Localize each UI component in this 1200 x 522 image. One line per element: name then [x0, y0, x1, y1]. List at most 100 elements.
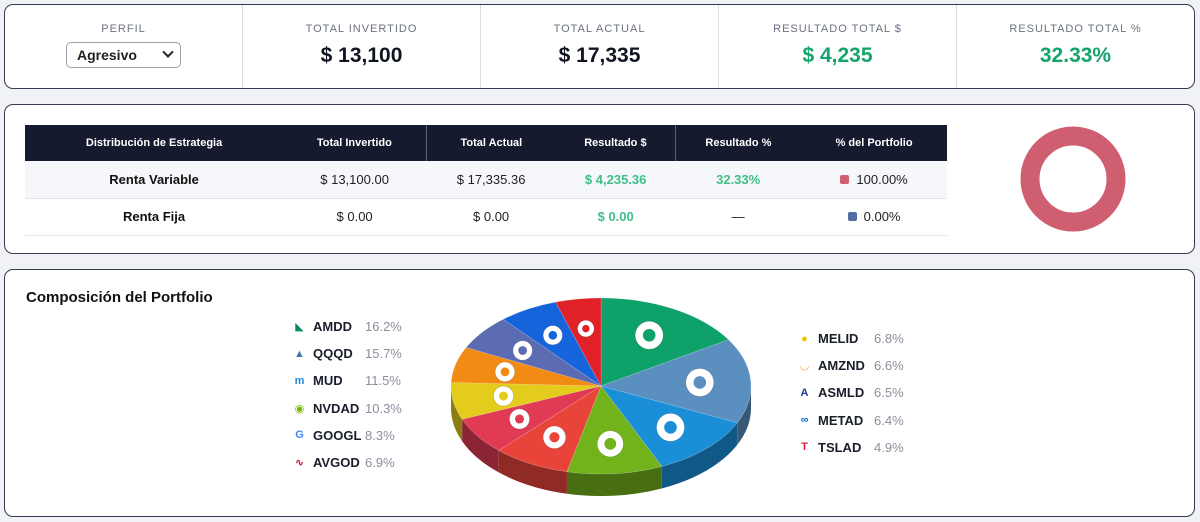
legend-pct: 8.3%	[365, 427, 395, 443]
legend-item-googl[interactable]: G GOOGL 8.3%	[293, 422, 402, 449]
pie-slice-nvdad[interactable]	[566, 385, 663, 475]
strategy-donut-chart	[1020, 126, 1126, 232]
table-row[interactable]: Renta Fija $ 0.00 $ 0.00 $ 0.00 — 0.00%	[25, 198, 947, 236]
resultado-pct-label: RESULTADO TOTAL %	[1009, 23, 1142, 35]
pie-side-melid	[451, 386, 463, 442]
legend-ticker: AMDD	[313, 319, 352, 335]
header-distribucion[interactable]: Distribución de Estrategia	[25, 125, 284, 161]
row-portfolio-value: 0.00%	[863, 209, 901, 224]
row-name: Renta Variable	[25, 161, 284, 199]
pie-slice-amdd[interactable]	[600, 297, 730, 387]
total-actual-value: $ 17,335	[558, 44, 641, 67]
total-actual-label: TOTAL ACTUAL	[553, 23, 646, 35]
pie-side-avgod	[462, 419, 499, 473]
invesco-logo-icon: ▲	[294, 347, 305, 360]
legend-left: ◣ AMDD 16.2% ▲ QQQD 15.7% m MUD 11.5% ◉ NVDAD 10.3%…	[293, 313, 402, 476]
resultado-pct-value: 32.33%	[1039, 44, 1112, 67]
total-invertido-value: $ 13,100	[320, 44, 403, 67]
resultado-pct-stat: RESULTADO TOTAL % 32.33%	[957, 5, 1194, 88]
table-row[interactable]: Renta Variable $ 13,100.00 $ 17,335.36 $…	[25, 161, 947, 199]
legend-item-amdd[interactable]: ◣ AMDD 16.2%	[293, 313, 402, 340]
legend-ticker: NVDAD	[313, 400, 360, 416]
legend-ticker: AVGOD	[313, 455, 360, 471]
legend-ticker: MUD	[313, 373, 343, 389]
resultado-total-stat: RESULTADO TOTAL $ $ 4,235	[719, 5, 957, 88]
legend-pct: 4.9%	[874, 439, 904, 455]
pie-slice-asmld[interactable]	[465, 318, 602, 387]
pie-logo-mark	[549, 432, 560, 443]
pie-logo-mark	[500, 367, 510, 377]
header-total-invertido[interactable]: Total Invertido	[283, 125, 427, 161]
pie-side-mud	[661, 422, 738, 489]
pie-slice-qqqd[interactable]	[600, 339, 752, 424]
composition-title: Composición del Portfolio	[26, 289, 213, 306]
pie-side-nvdad	[566, 466, 662, 496]
header-total-actual[interactable]: Total Actual	[425, 125, 557, 161]
strategy-panel: Distribución de Estrategia Total Inverti…	[4, 104, 1195, 254]
pie-logo-mark	[514, 414, 525, 424]
chevron-down-icon	[162, 46, 174, 58]
strategy-table: Distribución de Estrategia Total Inverti…	[25, 125, 947, 236]
google-logo-icon: G	[295, 429, 304, 442]
mercadolibre-logo-icon: ●	[801, 332, 808, 345]
pie-logo-mark	[642, 328, 656, 342]
composition-pie-chart	[450, 297, 752, 496]
row-portfolio: 100.00%	[801, 161, 947, 199]
row-portfolio-value: 100.00%	[856, 171, 908, 187]
legend-ticker: AMZND	[818, 358, 865, 374]
header-resultado-pct[interactable]: Resultado %	[674, 125, 802, 161]
header-resultado[interactable]: Resultado $	[556, 125, 676, 161]
pie-slice-amznd[interactable]	[450, 347, 602, 387]
legend-ticker: ASMLD	[818, 385, 865, 401]
pie-slice-avgod[interactable]	[461, 385, 602, 451]
micron-logo-icon: m	[294, 374, 305, 387]
composition-panel: Composición del Portfolio ◣ AMDD 16.2% ▲ QQQ…	[4, 269, 1195, 517]
legend-ticker: GOOGL	[313, 427, 362, 443]
pie-logo-mark	[499, 391, 508, 401]
pie-logo-mark	[582, 324, 590, 333]
legend-pct: 16.2%	[365, 319, 402, 335]
legend-pct: 10.3%	[365, 400, 402, 416]
legend-pct: 6.9%	[365, 455, 395, 471]
legend-ticker: TSLAD	[818, 439, 862, 455]
header-portfolio-pct[interactable]: % del Portfolio	[801, 125, 947, 161]
total-actual-stat: TOTAL ACTUAL $ 17,335	[481, 5, 719, 88]
legend-item-mud[interactable]: m MUD 11.5%	[293, 367, 402, 394]
pie-logo-mark	[518, 346, 528, 355]
pie-tops	[450, 297, 752, 475]
amd-logo-icon: ◣	[295, 321, 304, 334]
asml-logo-icon: A	[800, 386, 809, 399]
row-resultado: $ 0.00	[556, 198, 676, 236]
resultado-total-label: RESULTADO TOTAL $	[773, 23, 902, 35]
pie-sides	[451, 386, 751, 496]
legend-pct: 15.7%	[365, 346, 402, 362]
donut-segment	[1020, 126, 1126, 232]
legend-item-avgod[interactable]: ∿ AVGOD 6.9%	[293, 449, 402, 476]
legend-item-tslad[interactable]: T TSLAD 4.9%	[798, 434, 904, 461]
color-swatch	[840, 174, 850, 184]
legend-item-asmld[interactable]: A ASMLD 6.5%	[798, 379, 904, 406]
perfil-label: PERFIL	[101, 23, 146, 35]
pie-slice-melid[interactable]	[450, 382, 602, 420]
total-invertido-stat: TOTAL INVERTIDO $ 13,100	[243, 5, 481, 88]
legend-ticker: METAD	[818, 412, 864, 428]
perfil-select-value: Agresivo	[77, 47, 137, 63]
pie-logo-mark	[664, 421, 677, 434]
legend-item-melid[interactable]: ● MELID 6.8%	[798, 325, 903, 352]
pie-logo-mark	[604, 437, 617, 450]
total-invertido-label: TOTAL INVERTIDO	[305, 23, 418, 35]
row-resultado-pct: —	[675, 198, 802, 236]
nvidia-logo-icon: ◉	[294, 402, 305, 415]
legend-right: ● MELID 6.8% ◡ AMZND 6.6% A ASMLD 6.5% ∞ METAD 6.4%…	[798, 325, 904, 461]
pie-logo-mark	[693, 376, 707, 389]
perfil-select[interactable]: Agresivo	[66, 42, 181, 68]
pie-side-qqqd	[737, 386, 751, 445]
legend-item-nvdad[interactable]: ◉ NVDAD 10.3%	[293, 395, 402, 422]
amazon-logo-icon: ◡	[800, 360, 809, 373]
meta-logo-icon: ∞	[800, 414, 809, 427]
legend-ticker: MELID	[818, 331, 859, 347]
legend-item-qqqd[interactable]: ▲ QQQD 15.7%	[293, 340, 402, 367]
pie-slice-tslad[interactable]	[555, 297, 602, 387]
legend-item-amznd[interactable]: ◡ AMZND 6.6%	[798, 352, 903, 379]
legend-item-metad[interactable]: ∞ METAD 6.4%	[798, 407, 904, 434]
